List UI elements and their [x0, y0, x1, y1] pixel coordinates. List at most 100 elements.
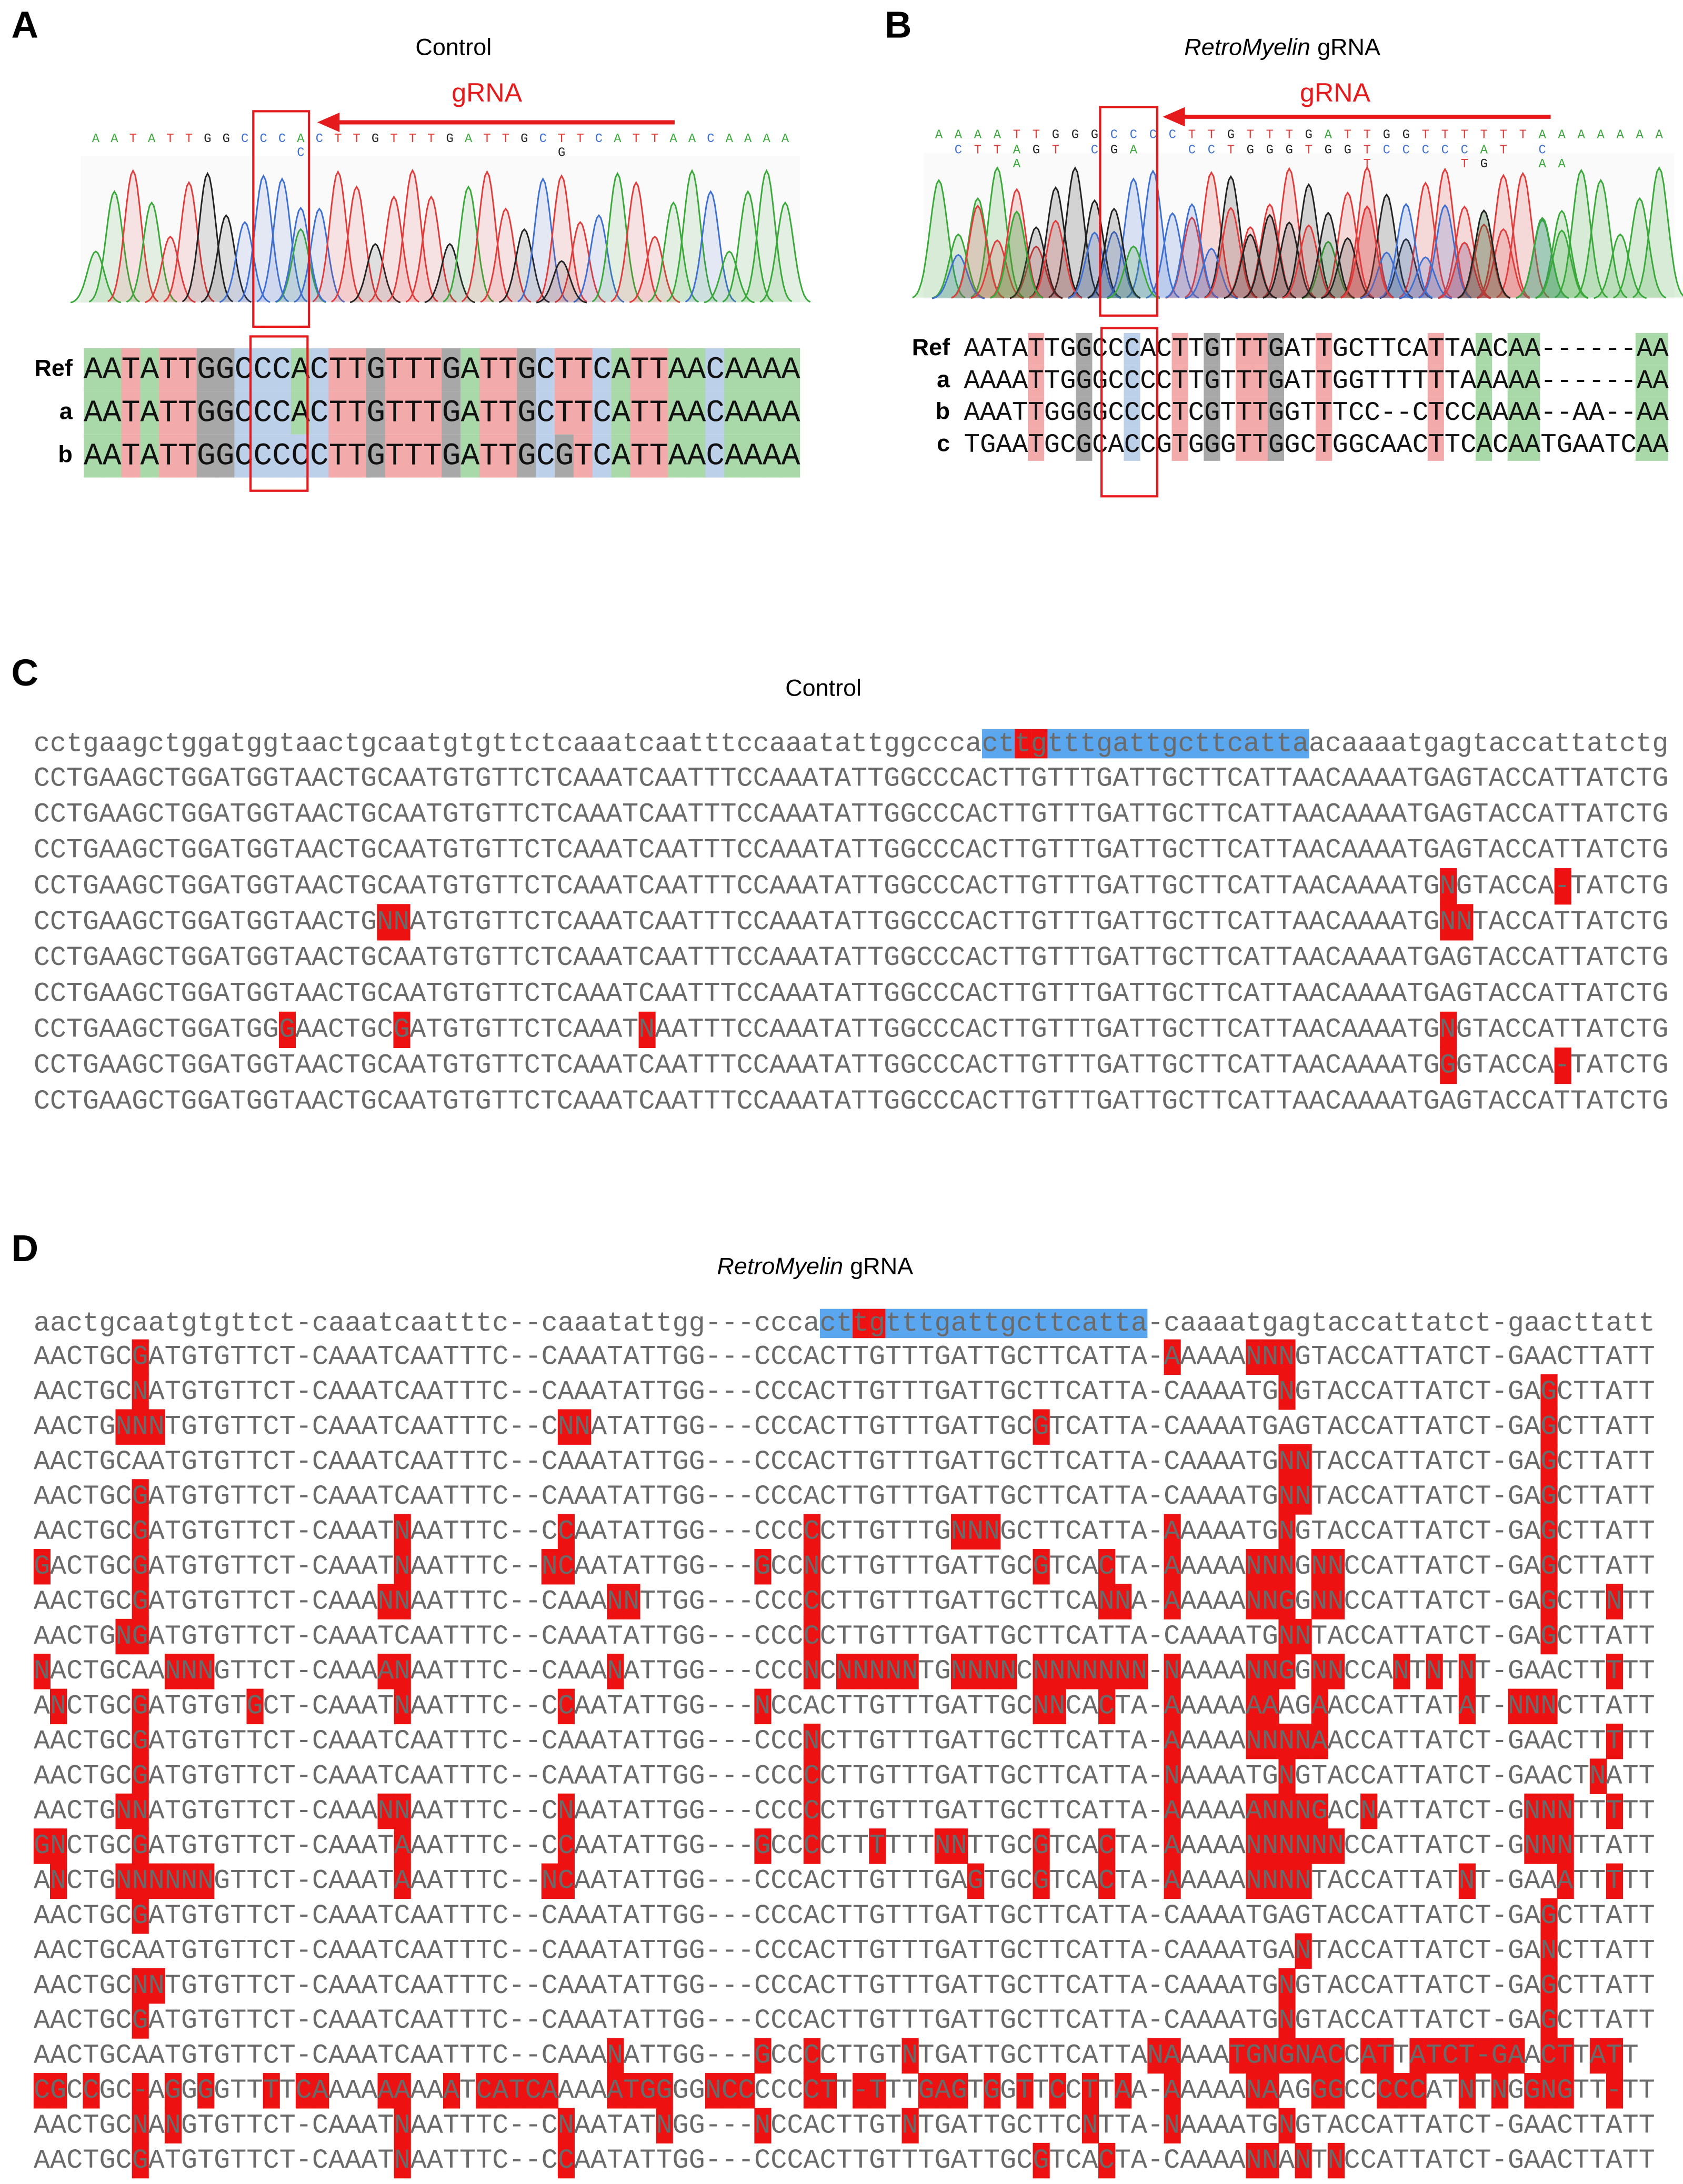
- variant-highlight: [1262, 1688, 1279, 1725]
- variant-highlight: [181, 1863, 198, 1899]
- variant-highlight: [1458, 1654, 1476, 1689]
- chromatogram-peak: [536, 260, 587, 304]
- variant-highlight: [1098, 1688, 1116, 1725]
- variant-highlight: [754, 2108, 772, 2143]
- variant-highlight: [1440, 1047, 1457, 1084]
- base-cell: [121, 391, 141, 435]
- read-sequence: CCTGAAGCTGGATGGTAACTGCAATGTGTTCTCAAATCAA…: [34, 942, 1668, 973]
- base-cell: [1475, 429, 1492, 461]
- variant-highlight: [132, 1584, 149, 1619]
- base-cell: [705, 348, 725, 391]
- chromatogram-peak: [1516, 217, 1569, 299]
- variant-highlight: [557, 2142, 575, 2179]
- base-cell: [1251, 365, 1268, 397]
- base-cell: [1475, 333, 1492, 365]
- base-cell: [215, 348, 235, 391]
- read-sequence: CCTGAAGCTGGATGGTAACTGCAATGTGTTCTCAAATCAA…: [34, 978, 1668, 1009]
- title-part: Control: [785, 674, 861, 701]
- chromatogram-peak: [1360, 251, 1414, 299]
- base-cell: [1475, 365, 1492, 397]
- variant-highlight: [1589, 2038, 1607, 2074]
- base-cell: [121, 434, 141, 478]
- base-cell: [1507, 397, 1524, 429]
- variant-highlight: [1164, 2108, 1181, 2143]
- variant-highlight: [1164, 1339, 1181, 1375]
- base-cell: [423, 391, 443, 435]
- variant-highlight: [1327, 1584, 1345, 1619]
- read-sequence: CCTGAAGCTGGATGGTAACTGCAATGTGTTCTCAAATCAA…: [34, 799, 1668, 830]
- variant-highlight: [1295, 1828, 1312, 1864]
- chromatogram-peak: [1263, 221, 1316, 299]
- base-cell: [517, 434, 537, 478]
- variant-highlight: [132, 1618, 149, 1655]
- chromatogram-peak: [1496, 172, 1550, 298]
- base-cell: [573, 434, 593, 478]
- variant-highlight: [1540, 1618, 1558, 1655]
- chromatogram-peak: [629, 235, 680, 304]
- variant-highlight: [1278, 1968, 1296, 2004]
- variant-highlight: [1540, 1549, 1558, 1585]
- variant-highlight: [1554, 1047, 1571, 1084]
- chromatogram-peak: [387, 168, 438, 303]
- variant-highlight: [1440, 868, 1457, 905]
- variant-highlight: [1311, 1828, 1328, 1864]
- chromatogram-peak: [182, 172, 234, 303]
- variant-highlight: [1278, 1758, 1296, 1794]
- variant-highlight: [1115, 1654, 1132, 1689]
- chromatogram-peak: [1107, 177, 1160, 298]
- variant-highlight: [1049, 2073, 1066, 2109]
- variant-highlight: [197, 1654, 215, 1689]
- base-cell: [159, 348, 178, 391]
- base-cell: [479, 391, 499, 435]
- base-cell: [1076, 397, 1093, 429]
- base-cell: [442, 434, 461, 478]
- variant-highlight: [1458, 2038, 1476, 2074]
- read-sequence: NACTGCAANNNGTTCT-CAAAANAATTTC--CAAANATTG…: [34, 1656, 1655, 1687]
- chromatogram-peak: [294, 207, 345, 303]
- base-cell: [1524, 365, 1540, 397]
- base-cell: [686, 391, 706, 435]
- variant-highlight: [1524, 1793, 1541, 1829]
- variant-highlight: [1311, 1584, 1328, 1619]
- variant-highlight: [803, 1618, 820, 1655]
- base-cell: [347, 348, 367, 391]
- base-cell: [1124, 429, 1140, 461]
- variant-highlight: [607, 2073, 624, 2109]
- variant-highlight: [1033, 1688, 1050, 1725]
- base-cell: [592, 391, 612, 435]
- variant-highlight: [1557, 1863, 1574, 1899]
- base-cell: [649, 391, 668, 435]
- base-cell: [630, 434, 649, 478]
- variant-highlight: [1033, 1828, 1050, 1864]
- variant-highlight: [1000, 1654, 1017, 1689]
- chromatogram-peak: [1224, 233, 1277, 299]
- variant-highlight: [722, 2073, 739, 2109]
- base-cell: [555, 391, 574, 435]
- variant-highlight: [394, 1828, 411, 1864]
- chromatogram-peak: [480, 207, 532, 303]
- aligned-sequence: AATATTGGCCCACTTGTTTGATTGCTTCATTAACAA----…: [964, 335, 1669, 365]
- variant-highlight: [312, 2073, 329, 2109]
- variant-highlight: [1491, 2073, 1509, 2109]
- grna-arrowhead: [1163, 107, 1185, 127]
- variant-highlight: [132, 2142, 149, 2179]
- aligned-sequence: AAATTGGGGCCCCTCGTTTGGTTTCC--CTCCAAAA--AA…: [964, 398, 1669, 428]
- variant-highlight: [853, 2073, 870, 2109]
- read-sequence: AACTGCGATGTGTTCT-CAAATNAATTTC--CCAATATTG…: [34, 2145, 1655, 2176]
- variant-highlight: [836, 1654, 854, 1689]
- variant-highlight: [1016, 2073, 1034, 2109]
- base-cell: [667, 348, 687, 391]
- variant-highlight: [1540, 1793, 1558, 1829]
- variant-highlight: [1606, 1654, 1624, 1689]
- chromatogram-peak: [1301, 212, 1355, 299]
- read-sequence: CCTGAAGCTGGATGGTAACTGCAATGTGTTCTCAAATCAA…: [34, 871, 1668, 902]
- chromatogram-peak: [1243, 214, 1297, 299]
- variant-highlight: [246, 1688, 264, 1725]
- variant-highlight: [638, 1011, 656, 1049]
- base-cell: [743, 348, 763, 391]
- variant-highlight: [476, 2073, 493, 2109]
- base-cell: [1651, 397, 1668, 429]
- variant-highlight: [1278, 1863, 1296, 1899]
- variant-highlight: [934, 1828, 951, 1864]
